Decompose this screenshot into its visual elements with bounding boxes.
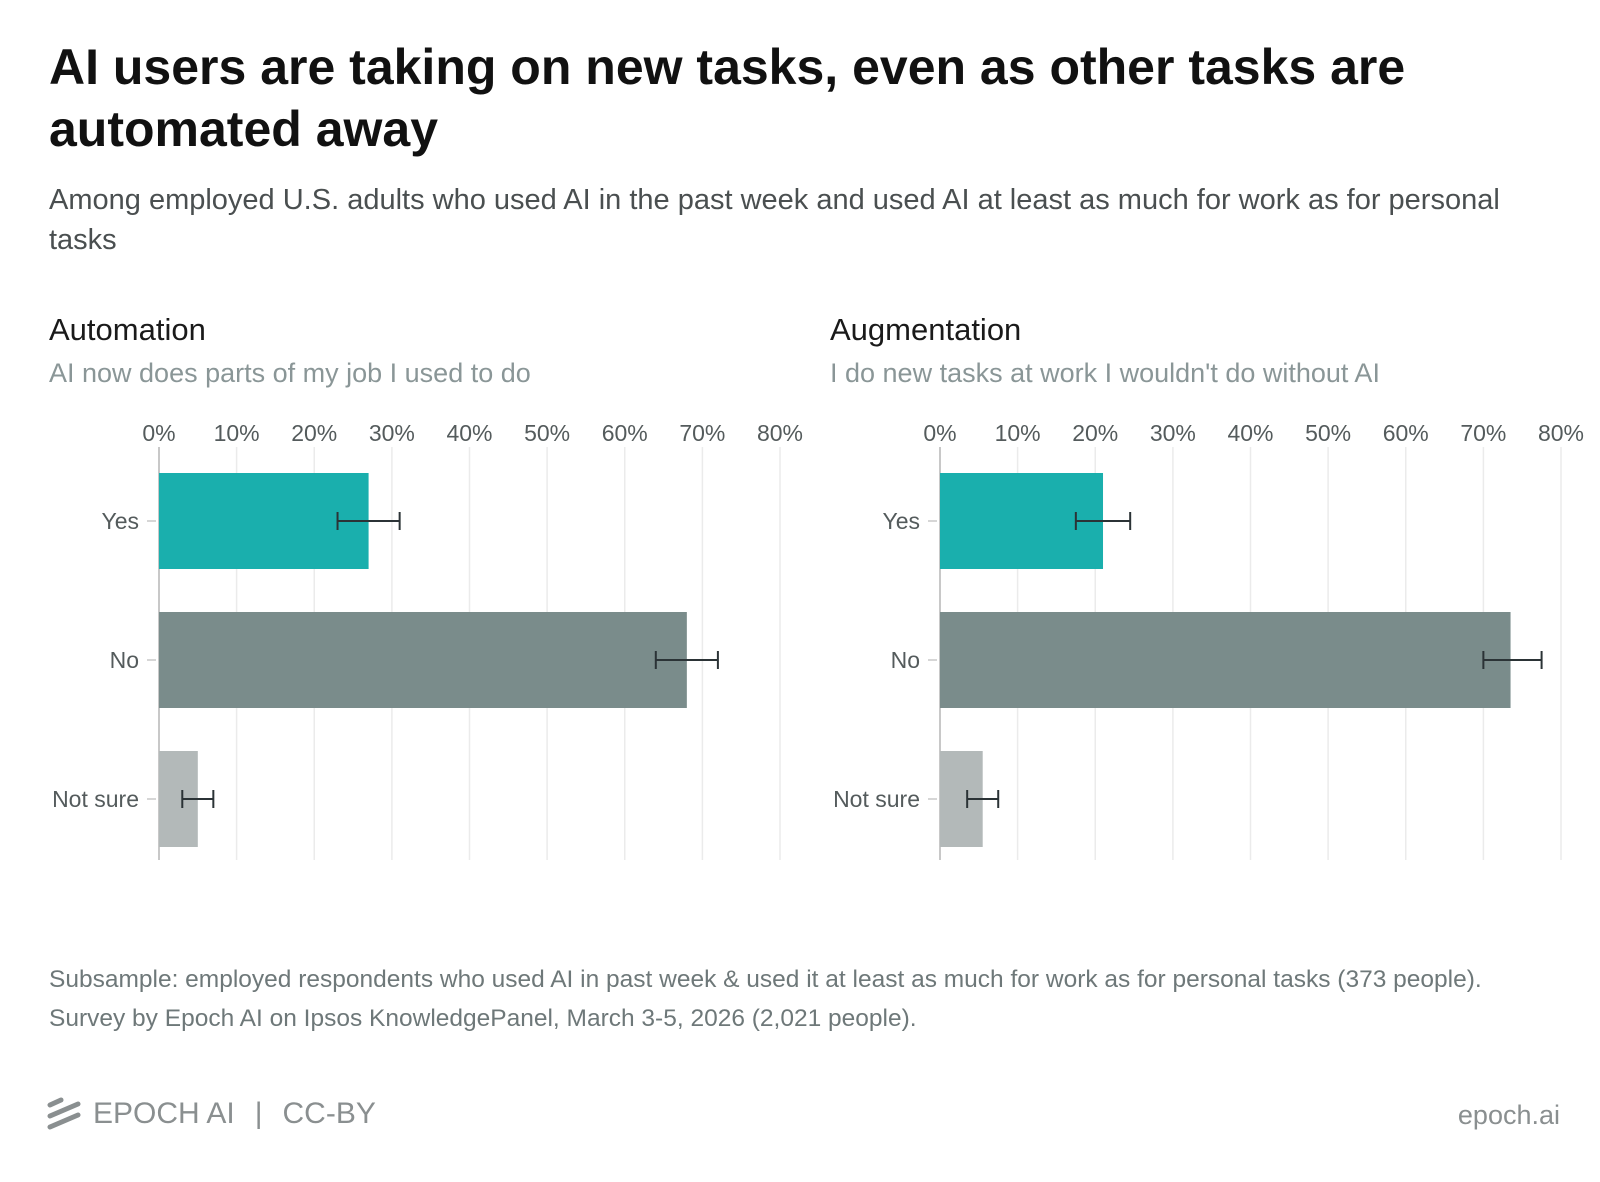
x-tick-label: 40% [446, 420, 492, 446]
panel-subtitle-automation: AI now does parts of my job I used to do [49, 358, 531, 388]
y-tick-label: No [110, 647, 139, 673]
bar-no [940, 612, 1511, 708]
footnote: Subsample: employed respondents who used… [49, 966, 1482, 1032]
x-tick-label: 70% [1460, 420, 1506, 446]
epoch-logo-icon [47, 1097, 81, 1130]
x-tick-label: 60% [602, 420, 648, 446]
license: CC-BY [282, 1097, 376, 1130]
x-tick-label: 50% [1305, 420, 1351, 446]
x-tick-label: 70% [679, 420, 725, 446]
bar-no [159, 612, 687, 708]
bar-charts: 0% 10% 20% 30% 40% 50% 60% 70% 80% Yes No Not sure 0… [52, 420, 1584, 860]
brand-name: EPOCH AI [93, 1097, 235, 1130]
y-tick-label: Not sure [833, 786, 920, 812]
panel-title-augmentation: Augmentation [830, 312, 1022, 347]
x-tick-label: 30% [1150, 420, 1196, 446]
x-tick-label: 50% [524, 420, 570, 446]
x-tick-label: 80% [1538, 420, 1584, 446]
site-link[interactable]: epoch.ai [1457, 1100, 1560, 1130]
x-tick-label: 20% [1072, 420, 1118, 446]
y-tick-label: Yes [882, 508, 920, 534]
bar-yes [159, 473, 369, 569]
x-tick-label: 40% [1227, 420, 1273, 446]
x-tick-label: 30% [369, 420, 415, 446]
chart-subtitle: Among employed U.S. adults who used AI i… [49, 184, 1500, 256]
panel-subtitle-augmentation: I do new tasks at work I wouldn't do wit… [830, 358, 1380, 388]
x-tick-label: 80% [757, 420, 803, 446]
x-tick-label: 10% [214, 420, 260, 446]
panel-title-automation: Automation [49, 312, 206, 347]
x-tick-label: 0% [923, 420, 956, 446]
x-tick-label: 10% [995, 420, 1041, 446]
x-tick-label: 60% [1383, 420, 1429, 446]
x-tick-label: 20% [291, 420, 337, 446]
y-tick-label: No [891, 647, 920, 673]
y-tick-label: Yes [101, 508, 139, 534]
x-tick-label: 0% [142, 420, 175, 446]
separator: | [254, 1097, 263, 1130]
y-tick-label: Not sure [52, 786, 139, 812]
chart-title: AI users are taking on new tasks, even a… [49, 39, 1406, 157]
epoch-logo: EPOCH AI | CC-BY [47, 1097, 376, 1131]
